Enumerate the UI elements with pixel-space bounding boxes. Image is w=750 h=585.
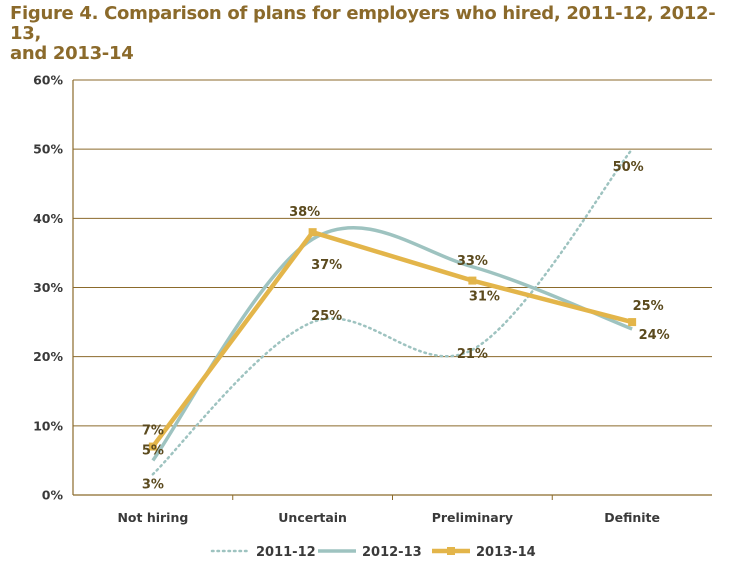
legend-label-2012-13: 2012-13 xyxy=(362,545,422,560)
series-2013-14-line xyxy=(151,229,633,448)
x-category-label: Uncertain xyxy=(278,510,347,525)
data-label-2012-13: 5% xyxy=(142,443,164,458)
legend-label-2013-14: 2013-14 xyxy=(476,545,536,560)
data-label-2012-13: 37% xyxy=(311,258,342,273)
x-category-label: Definite xyxy=(604,510,660,525)
series-2013-14-marker xyxy=(148,442,157,451)
chart-title-line-2: and 2013-14 xyxy=(10,43,134,64)
series-2013-14-marker xyxy=(468,276,477,285)
series-2013-14-marker xyxy=(308,228,317,237)
data-label-2011-12: 50% xyxy=(613,160,644,175)
data-label-2013-14: 31% xyxy=(469,290,500,305)
data-label-2013-14: 7% xyxy=(142,424,164,439)
y-tick-label: 60% xyxy=(33,73,63,88)
y-tick-label: 50% xyxy=(33,142,63,157)
data-label-2011-12: 3% xyxy=(142,477,164,492)
legend-label-2011-12: 2011-12 xyxy=(256,545,316,560)
y-tick-label: 0% xyxy=(42,488,64,503)
y-tick-label: 10% xyxy=(33,418,63,433)
series-2013-14-marker xyxy=(628,318,637,327)
chart-title: Figure 4. Comparison of plans for employ… xyxy=(10,4,740,64)
data-label-2013-14: 25% xyxy=(633,299,664,314)
data-label-2013-14: 38% xyxy=(289,205,320,220)
series-2011-12-line xyxy=(151,147,634,476)
chart-title-line-1: Figure 4. Comparison of plans for employ… xyxy=(10,3,716,44)
data-label-2012-13: 33% xyxy=(457,254,488,269)
y-tick-label: 30% xyxy=(33,280,63,295)
y-tick-label: 20% xyxy=(33,349,63,364)
data-label-2011-12: 21% xyxy=(457,347,488,362)
data-label-2011-12: 25% xyxy=(311,309,342,324)
y-tick-label: 40% xyxy=(33,211,63,226)
legend-marker-2013-14 xyxy=(447,547,455,555)
data-label-2012-13: 24% xyxy=(639,328,670,343)
x-category-label: Preliminary xyxy=(432,510,513,525)
x-category-label: Not hiring xyxy=(117,510,188,525)
